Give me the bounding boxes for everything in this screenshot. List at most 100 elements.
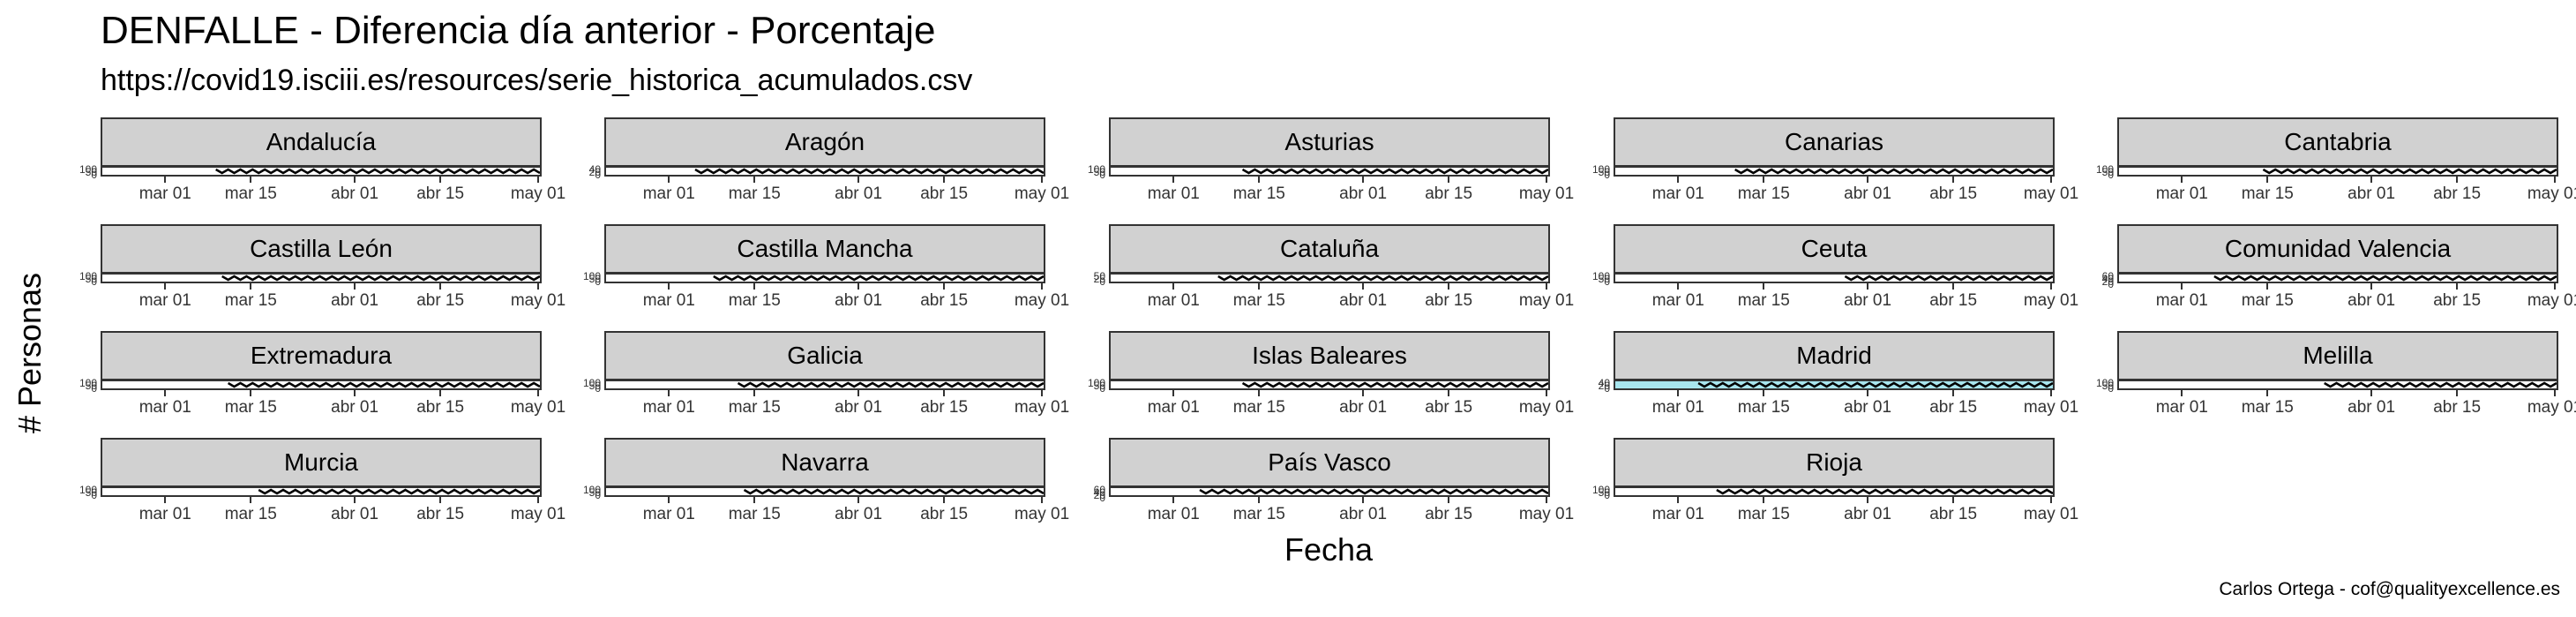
x-tick-label: abr 01 (1844, 184, 1892, 203)
x-tick-mark (1258, 283, 1261, 290)
x-tick-mark (753, 497, 756, 503)
facet-panel: Andalucía 100 50 0 mar 01 mar 15 abr 01 abr 15 m… (79, 117, 565, 206)
facet-panel: Melilla 100 50 0 mar 01 mar 15 abr 01 abr 15 may… (2096, 331, 2576, 419)
x-tick-label: mar 15 (1737, 505, 1790, 523)
x-tick-label: mar 15 (224, 184, 277, 203)
y-tick-label: 40 (1093, 486, 1105, 499)
series-line (743, 488, 1044, 495)
x-tick-label: abr 01 (2348, 398, 2396, 417)
x-tick-mark (2370, 177, 2373, 183)
x-tick-label: abr 01 (331, 505, 379, 523)
facet-strip-label: Castilla León (101, 224, 542, 274)
x-tick-mark (668, 283, 670, 290)
x-tick-label: mar 01 (642, 398, 695, 417)
facet-series-svg (258, 488, 540, 495)
facet-series-svg (1734, 168, 2053, 175)
facet-series-svg (1716, 488, 2053, 495)
facet-plot-area (1614, 273, 2055, 283)
x-tick-label: abr 01 (835, 291, 883, 310)
x-tick-mark (537, 497, 539, 503)
facet-series-svg (2262, 168, 2557, 175)
x-tick-label: abr 15 (1929, 398, 1978, 417)
facet-strip-label: Comunidad Valencia (2117, 224, 2558, 274)
y-tick-label: 50 (1093, 166, 1105, 178)
series-line (2324, 381, 2557, 388)
series-line (737, 381, 1044, 388)
y-tick-label: 100 (1591, 484, 1610, 496)
y-tick-label: 100 (582, 270, 601, 282)
x-tick-mark (1546, 177, 1547, 183)
x-tick-label: may 01 (1014, 291, 1070, 310)
x-tick-mark (1952, 283, 1955, 290)
x-tick-label: may 01 (2527, 291, 2576, 310)
y-tick-label: 20 (588, 166, 601, 178)
x-tick-label: may 01 (1014, 184, 1070, 203)
x-tick-mark (250, 497, 252, 503)
x-tick-mark (1952, 390, 1955, 396)
x-tick-label: mar 01 (139, 505, 191, 523)
x-tick-label: abr 01 (1844, 505, 1892, 523)
y-tick-label: 100 (582, 377, 601, 389)
y-tick-label: 100 (79, 163, 97, 176)
x-tick-mark (439, 177, 442, 183)
x-tick-label: abr 15 (416, 505, 465, 523)
y-tick-label: 0 (595, 382, 601, 395)
y-tick-label: 100 (79, 377, 97, 389)
y-tick-label: 50 (1093, 270, 1105, 282)
x-tick-label: abr 01 (2348, 291, 2396, 310)
x-tick-label: abr 01 (835, 398, 883, 417)
y-tick-label: 50 (1598, 486, 1610, 499)
facet-plot-area (1614, 166, 2055, 177)
x-tick-mark (2181, 283, 2183, 290)
y-tick-label: 25 (1093, 273, 1105, 285)
x-tick-label: may 01 (510, 398, 566, 417)
x-tick-mark (1867, 497, 1869, 503)
x-tick-mark (1041, 390, 1043, 396)
series-line (227, 381, 540, 388)
facet-plot-area (604, 273, 1045, 283)
x-tick-mark (1952, 177, 1955, 183)
facet-plot-area (101, 486, 542, 497)
y-tick-label: 0 (2108, 382, 2114, 395)
facet-plot-area (1614, 380, 2055, 390)
x-tick-label: abr 15 (1929, 184, 1978, 203)
series-line (1241, 381, 1548, 388)
x-tick-label: mar 01 (642, 505, 695, 523)
y-tick-label: 20 (1598, 380, 1610, 392)
x-tick-mark (2050, 390, 2052, 396)
facet-plot-area (2117, 273, 2558, 283)
x-tick-label: may 01 (510, 505, 566, 523)
y-tick-label: 100 (582, 484, 601, 496)
x-tick-label: may 01 (2023, 398, 2079, 417)
y-tick-label: 20 (1093, 489, 1105, 501)
x-tick-label: abr 01 (331, 398, 379, 417)
x-tick-label: mar 15 (1737, 398, 1790, 417)
x-tick-mark (1867, 283, 1869, 290)
series-line (258, 488, 540, 495)
x-tick-mark (2266, 390, 2269, 396)
facet-series-svg (227, 381, 540, 388)
x-tick-label: mar 15 (1232, 398, 1285, 417)
x-tick-mark (2050, 283, 2052, 290)
x-tick-mark (537, 390, 539, 396)
y-tick-label: 0 (1604, 382, 1610, 395)
x-tick-mark (2456, 283, 2459, 290)
x-tick-label: mar 15 (2241, 184, 2294, 203)
facet-strip-label: Galicia (604, 331, 1045, 380)
facet-series-svg (1241, 168, 1548, 175)
facet-panel: Asturias 100 50 0 mar 01 mar 15 abr 01 abr 15 ma… (1088, 117, 1574, 206)
y-tick-label: 50 (85, 166, 97, 178)
y-tick-label: 0 (1099, 275, 1105, 288)
facet-strip-label: Cataluña (1109, 224, 1550, 274)
facet-strip-label: Islas Baleares (1109, 331, 1550, 380)
facet-plot-area (604, 486, 1045, 497)
y-tick-label: 50 (85, 486, 97, 499)
y-tick-label: 100 (1087, 163, 1105, 176)
facet-plot-area (1109, 380, 1550, 390)
x-tick-mark (1362, 390, 1365, 396)
x-tick-mark (1546, 283, 1547, 290)
x-tick-label: may 01 (2527, 398, 2576, 417)
x-tick-mark (668, 177, 670, 183)
y-tick-label: 100 (2095, 377, 2114, 389)
x-tick-mark (1041, 497, 1043, 503)
